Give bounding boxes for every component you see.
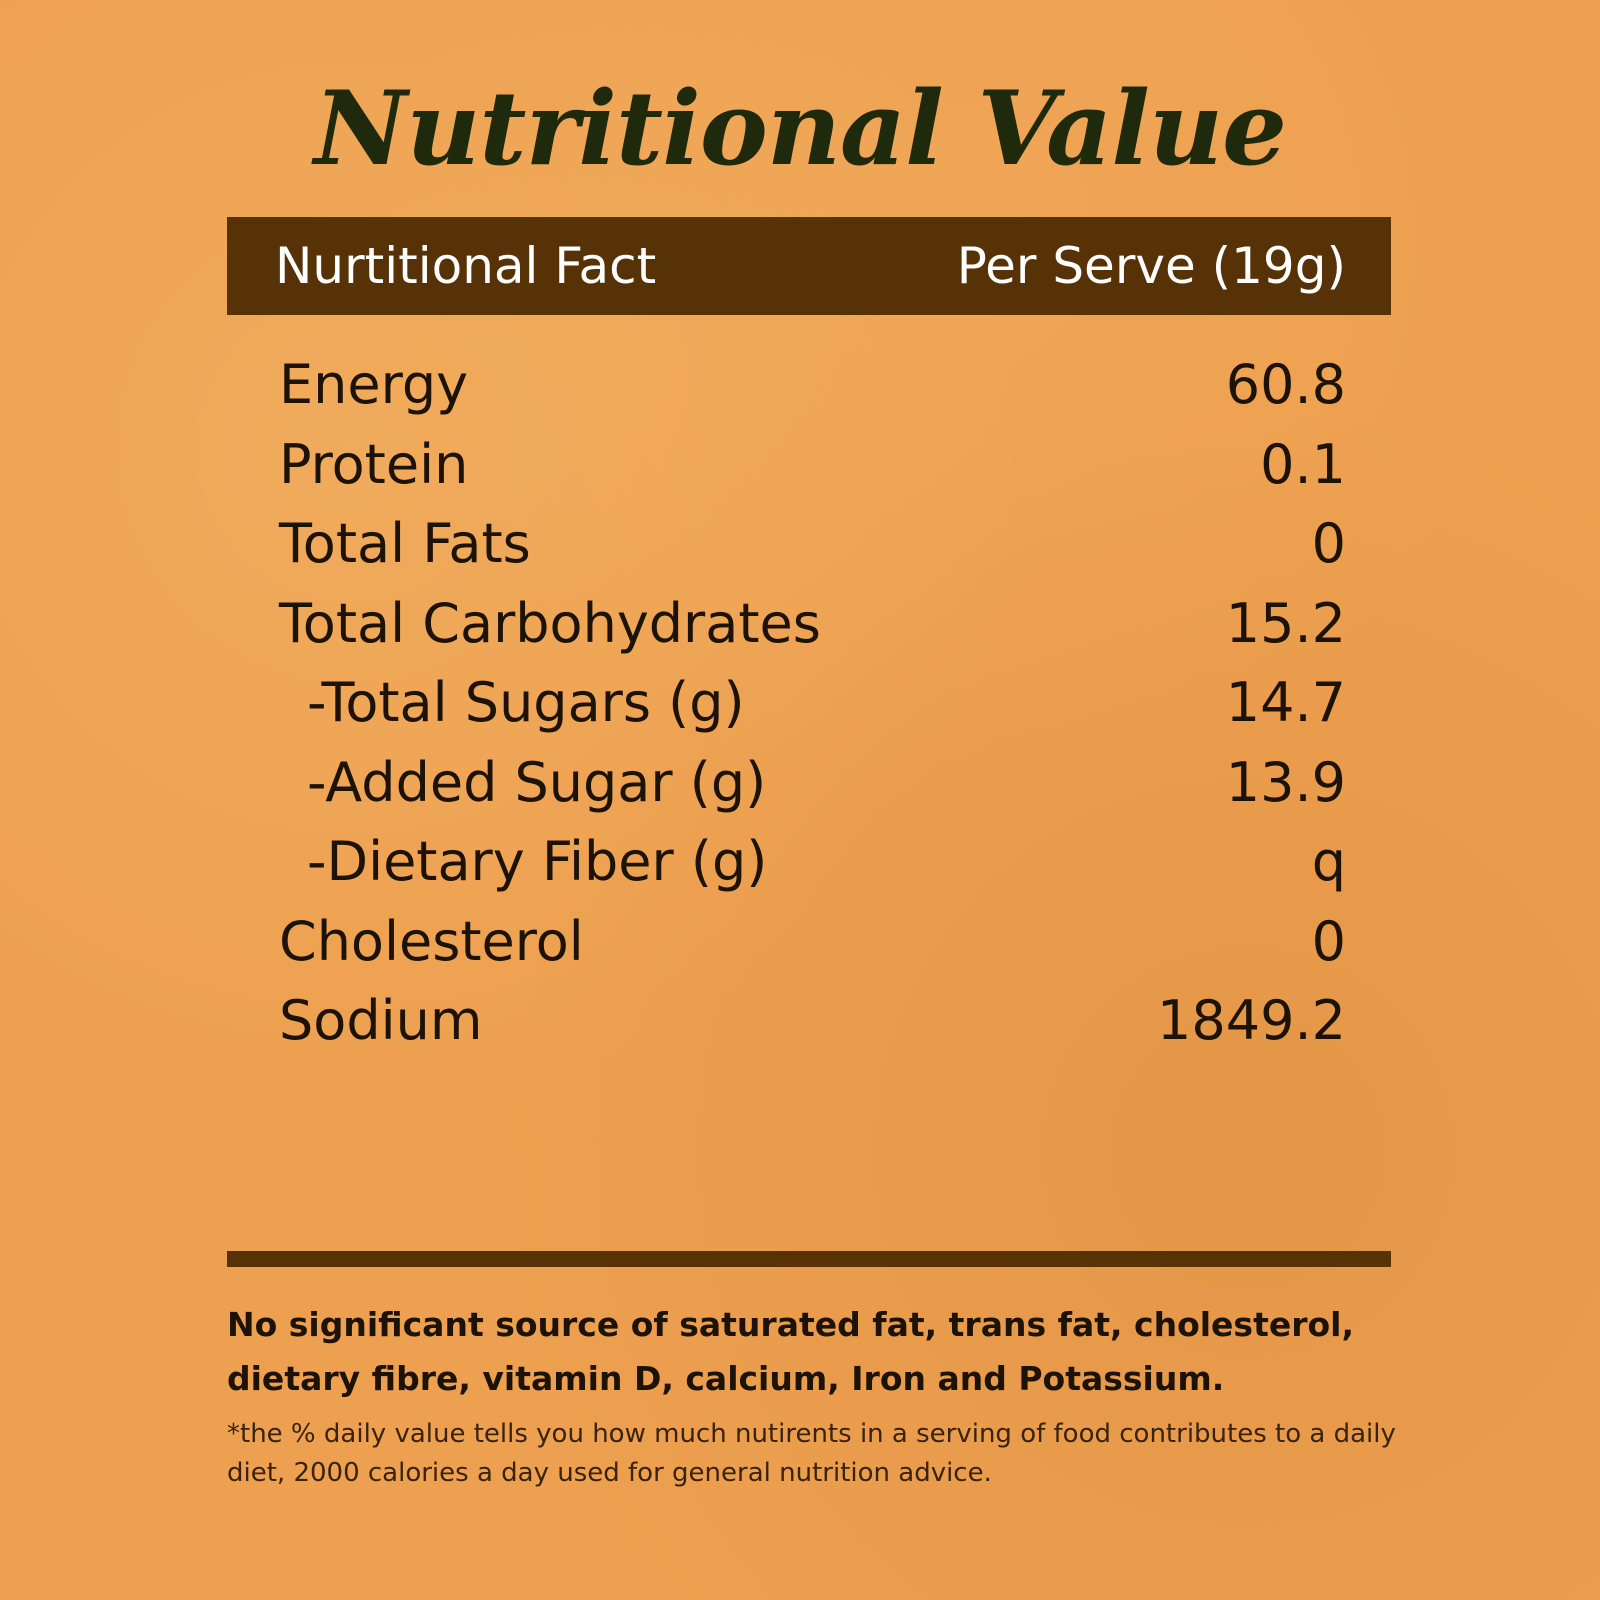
table-row: Protein 0.1 (227, 425, 1391, 505)
header-serving-label: Per Serve (19g) (956, 237, 1346, 295)
nutrient-sub-label: -Added Sugar (g) (307, 750, 767, 814)
nutrient-label: Sodium (279, 989, 483, 1052)
table-row: Sodium 1849.2 (227, 981, 1391, 1061)
nutrient-label: Protein (279, 432, 469, 496)
nutrient-label: Energy (279, 353, 469, 416)
nutrient-value: 0 (1311, 512, 1346, 575)
nutrient-value: 60.8 (1225, 353, 1346, 416)
footnote: *the % daily value tells you how much nu… (227, 1419, 1396, 1488)
nutrient-value: 1849.2 (1157, 989, 1346, 1052)
nutrient-sub-label: -Dietary Fiber (g) (307, 830, 768, 893)
table-row: Cholesterol 0 (227, 902, 1391, 982)
nutrient-value: 0 (1311, 909, 1346, 973)
page-title: Nutritional Value (313, 69, 1287, 189)
nutrition-note: No significant source of saturated fat, … (227, 1305, 1355, 1398)
nutrient-sub-label: -Total Sugars (g) (307, 671, 745, 734)
nutrient-value: 15.2 (1225, 591, 1346, 655)
nutrient-value: 0.1 (1260, 432, 1346, 496)
nutrient-label: Total Fats (279, 512, 531, 575)
nutrition-table: Energy 60.8 Protein 0.1 Total Fats 0 Tot… (227, 345, 1391, 1061)
table-row: -Dietary Fiber (g) q (227, 822, 1391, 902)
nutrient-value: 13.9 (1225, 750, 1346, 814)
table-row: Energy 60.8 (227, 345, 1391, 425)
table-row: Total Carbohydrates 15.2 (227, 584, 1391, 664)
table-row: Total Fats 0 (227, 504, 1391, 584)
header-fact-label: Nurtitional Fact (275, 237, 657, 295)
nutrient-value: 14.7 (1225, 671, 1346, 734)
table-header: Nurtitional Fact Per Serve (19g) (227, 217, 1391, 315)
nutrient-value: q (1311, 830, 1346, 893)
divider (227, 1251, 1391, 1267)
nutrient-label: Cholesterol (279, 909, 584, 973)
table-row: -Total Sugars (g) 14.7 (227, 663, 1391, 743)
nutrient-label: Total Carbohydrates (279, 591, 821, 655)
table-row: -Added Sugar (g) 13.9 (227, 743, 1391, 823)
